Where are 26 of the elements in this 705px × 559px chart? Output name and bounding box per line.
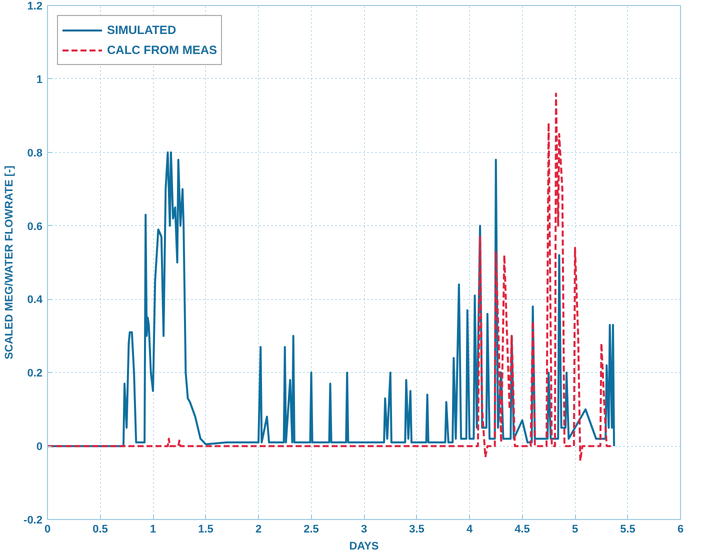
y-tick-label: 0.6 — [27, 220, 43, 233]
line-series — [48, 92, 613, 462]
y-tick-label: 0.4 — [27, 294, 44, 306]
x-tick-label: 1.5 — [198, 524, 214, 536]
x-tick-label: 5 — [572, 524, 578, 536]
x-tick-label: 0.5 — [92, 524, 108, 536]
x-tick-label: 3 — [360, 524, 368, 536]
x-tick-label: 4 — [466, 524, 474, 536]
x-tick-label: 5.5 — [620, 524, 636, 536]
legend-label: SIMULATED — [107, 23, 176, 37]
x-tick-label: 3.5 — [409, 524, 424, 536]
y-axis-title: SCALED MEG/WATER FLOWRATE [-] — [4, 165, 16, 360]
x-tick-label: 2 — [255, 524, 262, 536]
y-tick-label: 1 — [36, 74, 43, 86]
y-tick-label: 0.8 — [27, 147, 43, 160]
x-tick-label: 2.5 — [304, 524, 319, 536]
x-tick-label: 4.5 — [514, 524, 530, 536]
y-tick-label: -0.2 — [24, 514, 43, 526]
legend-label: CALC FROM MEAS — [107, 43, 217, 57]
x-tick-label: 0 — [44, 524, 51, 536]
y-tick-label: 1.2 — [27, 0, 43, 12]
y-tick-label: 0.2 — [27, 368, 43, 380]
x-axis-title: DAYS — [349, 540, 379, 552]
x-tick-label: 1 — [150, 524, 156, 536]
x-tick-label: 6 — [677, 524, 684, 536]
y-tick-label: 0 — [36, 441, 43, 454]
